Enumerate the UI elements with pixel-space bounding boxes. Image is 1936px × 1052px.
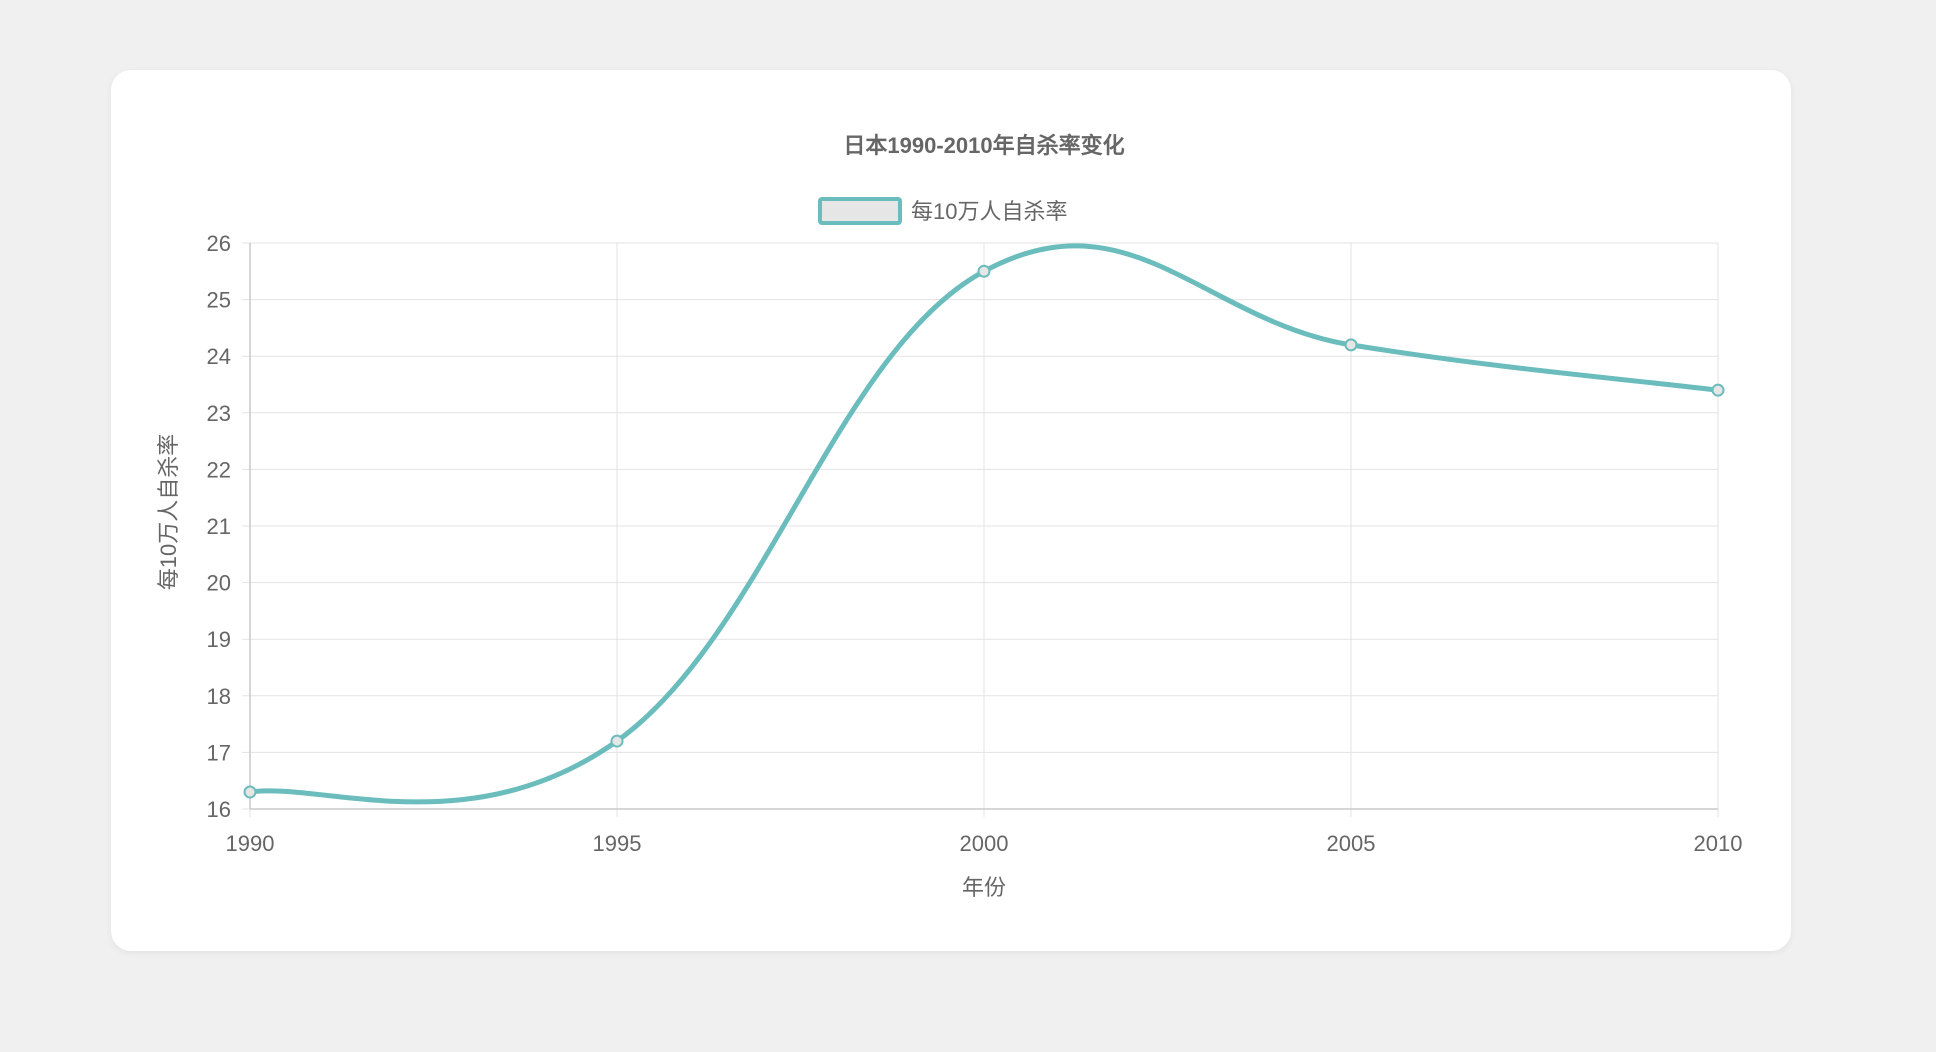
legend[interactable]: 每10万人自杀率 [818,197,1067,225]
y-tick-label: 24 [207,344,231,369]
y-axis-title: 每10万人自杀率 [156,434,181,590]
x-tick-label: 2000 [960,831,1009,856]
data-point[interactable] [610,734,624,748]
y-tick-label: 18 [207,684,231,709]
x-axis-title: 年份 [962,875,1006,900]
data-point[interactable] [977,264,991,278]
chart-title: 日本1990-2010年自杀率变化 [843,133,1124,158]
legend-swatch [818,197,902,225]
y-tick-label: 22 [207,457,231,482]
data-points[interactable] [243,264,1725,799]
x-tick-label: 2005 [1327,831,1376,856]
chart-card: 日本1990-2010年自杀率变化 每10万人自杀率 16 17 18 19 20 21 2… [111,70,1791,951]
y-tick-label: 21 [207,514,231,539]
grid [242,242,1719,817]
x-tick-labels: 1990 1995 2000 2005 2010 [226,831,1743,856]
x-tick-label: 1990 [226,831,275,856]
line-chart: 日本1990-2010年自杀率变化 每10万人自杀率 16 17 18 19 20 21 2… [156,133,1743,900]
y-tick-label: 17 [207,740,231,765]
x-tick-label: 1995 [593,831,642,856]
y-tick-label: 23 [207,401,231,426]
data-point[interactable] [1344,338,1358,352]
data-point[interactable] [243,785,257,799]
y-tick-labels: 16 17 18 19 20 21 22 23 24 25 26 [207,231,231,822]
x-tick-label: 2010 [1694,831,1743,856]
series-line [247,243,1721,805]
y-tick-label: 25 [207,288,231,313]
y-tick-label: 26 [207,231,231,256]
y-tick-label: 20 [207,571,231,596]
y-tick-label: 19 [207,627,231,652]
legend-label: 每10万人自杀率 [911,199,1067,224]
axes [249,243,1718,810]
data-point[interactable] [1711,383,1725,397]
y-tick-label: 16 [207,797,231,822]
